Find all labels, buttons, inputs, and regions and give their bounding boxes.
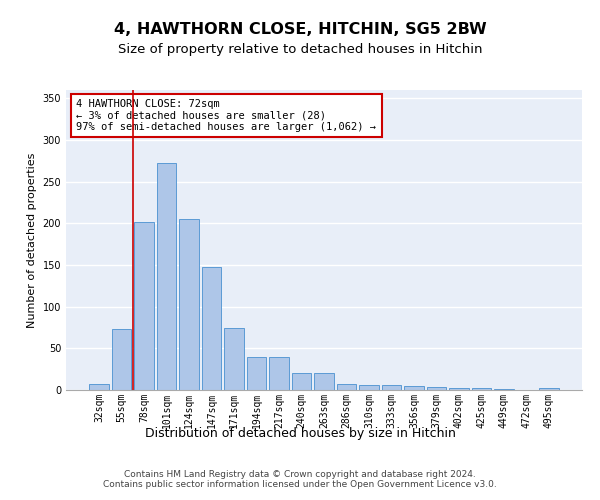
Bar — [134, 222, 154, 390]
Bar — [382, 385, 401, 390]
Bar — [89, 384, 109, 390]
Text: 4 HAWTHORN CLOSE: 72sqm
← 3% of detached houses are smaller (28)
97% of semi-det: 4 HAWTHORN CLOSE: 72sqm ← 3% of detached… — [76, 99, 376, 132]
Bar — [359, 385, 379, 390]
Bar — [337, 384, 356, 390]
Bar — [292, 374, 311, 390]
Bar — [112, 329, 131, 390]
Text: Distribution of detached houses by size in Hitchin: Distribution of detached houses by size … — [145, 428, 455, 440]
Text: Contains HM Land Registry data © Crown copyright and database right 2024.
Contai: Contains HM Land Registry data © Crown c… — [103, 470, 497, 490]
Bar — [269, 356, 289, 390]
Bar — [179, 219, 199, 390]
Bar — [202, 266, 221, 390]
Bar — [314, 374, 334, 390]
Bar — [247, 356, 266, 390]
Bar — [404, 386, 424, 390]
Text: Size of property relative to detached houses in Hitchin: Size of property relative to detached ho… — [118, 42, 482, 56]
Y-axis label: Number of detached properties: Number of detached properties — [27, 152, 37, 328]
Bar — [494, 389, 514, 390]
Bar — [539, 388, 559, 390]
Bar — [449, 388, 469, 390]
Text: 4, HAWTHORN CLOSE, HITCHIN, SG5 2BW: 4, HAWTHORN CLOSE, HITCHIN, SG5 2BW — [113, 22, 487, 38]
Bar — [427, 386, 446, 390]
Bar — [157, 164, 176, 390]
Bar — [224, 328, 244, 390]
Bar — [472, 388, 491, 390]
